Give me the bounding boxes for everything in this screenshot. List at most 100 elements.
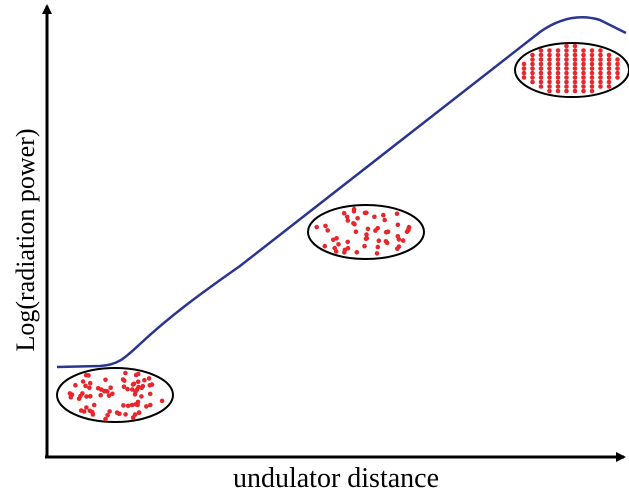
electron	[530, 61, 535, 67]
electron	[384, 240, 390, 246]
electron	[555, 70, 561, 76]
y-axis-label: Log(radiation power)	[11, 128, 40, 351]
electron	[103, 377, 108, 383]
electron	[69, 392, 75, 398]
electron	[589, 79, 595, 85]
electron	[76, 396, 82, 402]
electron	[114, 410, 120, 415]
electron	[148, 402, 153, 408]
electron	[581, 79, 586, 85]
electron	[345, 218, 351, 223]
electron	[345, 239, 351, 245]
electron	[382, 217, 388, 223]
electron	[615, 70, 620, 76]
electron	[606, 75, 612, 80]
electron	[581, 57, 586, 62]
electron	[547, 84, 552, 89]
electron	[81, 409, 87, 414]
electron	[572, 88, 578, 94]
electron	[555, 88, 561, 94]
electron	[147, 391, 153, 397]
electron	[362, 243, 367, 249]
electron	[120, 377, 126, 382]
electron	[606, 57, 612, 62]
electron	[555, 52, 561, 58]
electron	[581, 52, 586, 58]
electron	[376, 238, 382, 243]
electron	[538, 75, 544, 80]
electron	[147, 383, 153, 388]
electron	[581, 48, 586, 53]
electron	[581, 75, 586, 80]
electron	[589, 52, 595, 58]
electron	[105, 389, 110, 394]
electron	[374, 251, 380, 256]
electron	[572, 79, 578, 85]
electron	[88, 394, 93, 399]
electron	[572, 75, 578, 80]
electron	[547, 79, 552, 85]
electron	[364, 235, 370, 241]
electron	[615, 57, 620, 62]
electron	[589, 84, 595, 89]
electron	[572, 70, 578, 76]
electron	[547, 75, 552, 80]
electron	[598, 66, 603, 71]
electron	[555, 79, 561, 85]
electron	[555, 57, 561, 62]
electron	[521, 75, 527, 80]
electron	[564, 70, 569, 76]
electron	[73, 382, 78, 388]
electron	[606, 61, 612, 67]
electron	[555, 84, 561, 89]
electron	[83, 383, 88, 389]
electron	[564, 75, 569, 80]
electron	[564, 66, 569, 71]
electron	[572, 66, 578, 71]
electron	[144, 404, 149, 409]
electron	[606, 79, 612, 85]
x-axis-label: undulator distance	[233, 463, 439, 494]
electron	[381, 212, 386, 218]
electron	[615, 61, 620, 67]
electron	[589, 75, 595, 80]
electron	[598, 57, 603, 62]
electron	[564, 57, 569, 62]
electron	[564, 52, 569, 58]
electron	[572, 57, 578, 62]
electron	[589, 57, 595, 62]
electron	[521, 61, 527, 67]
electron	[538, 48, 544, 53]
electron	[362, 210, 368, 216]
electron	[98, 392, 103, 398]
electron	[90, 409, 95, 415]
electron	[330, 237, 336, 243]
electron	[589, 66, 595, 71]
electron	[530, 52, 535, 58]
electron	[87, 380, 93, 386]
electron	[538, 57, 544, 62]
electron	[107, 409, 112, 414]
electron	[125, 386, 130, 392]
electron	[345, 245, 351, 251]
electron	[598, 70, 603, 76]
electron	[555, 61, 561, 67]
electron	[125, 403, 131, 409]
electron	[406, 226, 411, 232]
electron	[365, 226, 371, 232]
electron	[564, 43, 569, 49]
electron	[136, 384, 141, 390]
electron	[135, 379, 141, 385]
electron	[572, 43, 578, 49]
electron	[129, 402, 135, 408]
electron	[598, 84, 603, 89]
electron	[159, 398, 165, 404]
electron	[395, 246, 400, 251]
electron	[530, 70, 535, 76]
electron	[354, 250, 360, 255]
electron	[133, 389, 138, 395]
gain-curve	[56, 16, 627, 369]
electron	[581, 66, 586, 71]
electron	[530, 79, 535, 85]
